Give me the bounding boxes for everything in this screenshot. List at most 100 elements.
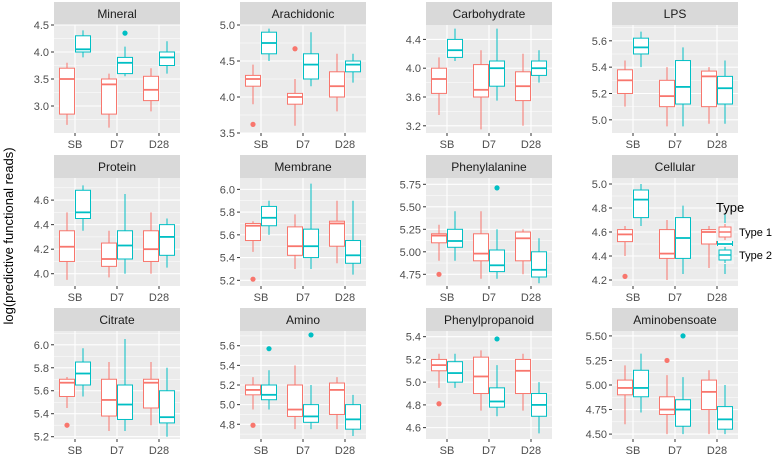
panel-protein: Protein 4.0 4.2 4.4 4.6 SB D7 D28 xyxy=(34,155,180,304)
box-body xyxy=(329,382,345,415)
box-body xyxy=(261,205,277,227)
facet-strip xyxy=(54,155,180,178)
box-body xyxy=(75,35,91,53)
box-type-1-d28 xyxy=(329,377,345,430)
outlier-point xyxy=(308,332,314,338)
panel-arachidonic: Arachidonic 3.5 4.0 4.5 5.0 SB D7 D28 xyxy=(220,2,366,151)
box-body xyxy=(675,399,691,427)
box-body xyxy=(143,75,159,102)
box-body xyxy=(159,224,175,256)
y-tick-label: 5.4 xyxy=(220,253,235,265)
x-tick-label: D28 xyxy=(707,292,727,304)
x-tick-label: SB xyxy=(440,292,455,304)
x-tick-label: D7 xyxy=(296,445,310,457)
y-tick-label: 3.2 xyxy=(406,121,421,133)
facet-strip-label: Membrane xyxy=(274,160,332,174)
x-tick-label: SB xyxy=(254,139,269,151)
facet-strip xyxy=(240,2,366,25)
y-tick-label: 4.6 xyxy=(592,227,607,239)
y-tick-label: 5.00 xyxy=(400,247,421,259)
y-axis-title: log(predictive functional reads) xyxy=(1,147,16,324)
x-tick-label: D7 xyxy=(110,445,124,457)
y-tick-label: 3.5 xyxy=(220,128,235,140)
panel-phenylpropanoid: Phenylpropanoid 4.6 4.8 5.0 5.2 5.4 SB D7 D28 xyxy=(406,308,552,457)
box-body xyxy=(345,60,361,73)
y-tick-label: 4.4 xyxy=(592,251,607,263)
x-tick-label: D7 xyxy=(110,139,124,151)
y-tick-label: 4.50 xyxy=(586,429,607,441)
y-tick-label: 5.4 xyxy=(592,62,607,74)
box-body xyxy=(287,384,303,417)
x-tick-label: SB xyxy=(440,139,455,151)
legend-entry-type-2: Type 2 xyxy=(716,246,772,264)
facet-strip xyxy=(240,155,366,178)
legend-entries: Type 1 Type 2 xyxy=(716,223,772,264)
box-type-2-d28 xyxy=(159,367,175,437)
box-body xyxy=(717,75,733,105)
box-body xyxy=(515,358,531,395)
box-type-2-d7 xyxy=(489,185,505,279)
outlier-point xyxy=(680,333,686,339)
y-tick-label: 5.75 xyxy=(400,179,421,191)
legend-entry-label: Type 1 xyxy=(739,227,772,239)
y-tick-label: 5.0 xyxy=(592,115,607,127)
x-tick-label: D7 xyxy=(482,139,496,151)
x-tick-label: D7 xyxy=(668,292,682,304)
box-type-1-sb xyxy=(431,224,447,277)
box-type-1-d28 xyxy=(515,229,531,275)
box-type-1-d7 xyxy=(287,365,303,430)
x-tick-label: D28 xyxy=(707,139,727,151)
box-type-2-d28 xyxy=(345,200,361,275)
legend: Type Type 1 Type 2 xyxy=(716,200,772,264)
box-body xyxy=(117,384,133,420)
y-tick-label: 5.25 xyxy=(400,224,421,236)
box-type-1-sb xyxy=(617,60,633,107)
x-tick-label: D28 xyxy=(707,445,727,457)
box-body xyxy=(659,396,675,415)
box-body xyxy=(101,378,117,417)
y-tick-label: 6.0 xyxy=(34,340,49,352)
facet-strip-label: Protein xyxy=(98,160,136,174)
y-tick-label: 5.0 xyxy=(406,377,421,389)
box-type-1-d28 xyxy=(701,226,717,268)
box-type-1-sb xyxy=(431,353,447,407)
facet-strip xyxy=(612,155,738,178)
box-body xyxy=(329,71,345,98)
box-body xyxy=(473,233,489,262)
y-tick-label: 4.6 xyxy=(406,423,421,435)
y-tick-label: 4.5 xyxy=(220,56,235,68)
outlier-point xyxy=(250,276,256,282)
box-type-1-sb xyxy=(245,377,261,428)
y-tick-label: 4.6 xyxy=(34,195,49,207)
box-body xyxy=(447,228,463,248)
x-tick-label: D28 xyxy=(335,292,355,304)
box-type-1-d7 xyxy=(287,214,303,269)
box-body xyxy=(75,189,91,219)
y-tick-label: 4.75 xyxy=(400,269,421,281)
box-type-2-d7 xyxy=(303,32,319,87)
facet-strip-label: Cellular xyxy=(655,160,696,174)
box-type-1-d7 xyxy=(101,73,117,128)
y-tick-label: 4.4 xyxy=(34,220,49,232)
x-tick-label: D28 xyxy=(335,139,355,151)
x-tick-label: SB xyxy=(626,139,641,151)
box-body xyxy=(287,226,303,256)
y-tick-label: 4.0 xyxy=(34,269,49,281)
box-body xyxy=(701,70,717,108)
facet-strip xyxy=(240,308,366,331)
y-tick-label: 5.2 xyxy=(406,354,421,366)
x-tick-label: SB xyxy=(254,292,269,304)
outlier-point xyxy=(64,422,70,428)
box-type-2-sb xyxy=(261,346,277,410)
y-tick-label: 5.0 xyxy=(592,179,607,191)
box-type-2-d28 xyxy=(717,60,733,124)
outlier-point xyxy=(250,422,256,428)
x-tick-label: SB xyxy=(68,292,83,304)
facet-strip xyxy=(612,308,738,331)
box-body xyxy=(633,369,649,398)
y-tick-label: 5.2 xyxy=(592,88,607,100)
box-type-2-sb xyxy=(447,211,463,261)
box-type-1-sb xyxy=(245,221,261,282)
box-type-2-sb xyxy=(633,31,649,68)
